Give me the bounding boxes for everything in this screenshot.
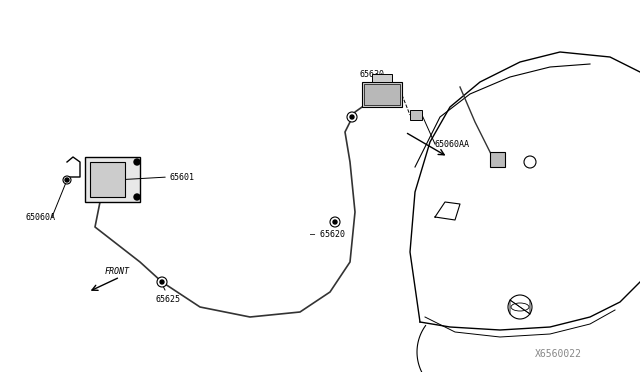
Bar: [90, 162, 125, 197]
Bar: [362, 82, 402, 107]
Text: 65060A: 65060A: [25, 212, 55, 221]
Circle shape: [134, 159, 140, 165]
Text: — 65620: — 65620: [310, 230, 345, 238]
Bar: [85, 157, 140, 202]
Bar: [410, 110, 422, 120]
Text: 65630: 65630: [360, 70, 385, 78]
Circle shape: [524, 156, 536, 168]
Circle shape: [65, 178, 69, 182]
Circle shape: [333, 220, 337, 224]
Circle shape: [508, 295, 532, 319]
Text: FRONT: FRONT: [105, 267, 130, 276]
Circle shape: [330, 217, 340, 227]
Bar: [372, 74, 392, 82]
Circle shape: [350, 115, 354, 119]
Circle shape: [134, 194, 140, 200]
Circle shape: [157, 277, 167, 287]
Bar: [490, 152, 505, 167]
Text: 65060AA: 65060AA: [435, 140, 470, 148]
Text: X6560022: X6560022: [535, 349, 582, 359]
Text: 65625: 65625: [155, 295, 180, 305]
Circle shape: [160, 280, 164, 284]
Text: 65601: 65601: [170, 173, 195, 182]
Bar: [364, 84, 400, 105]
Circle shape: [63, 176, 71, 184]
Circle shape: [347, 112, 357, 122]
